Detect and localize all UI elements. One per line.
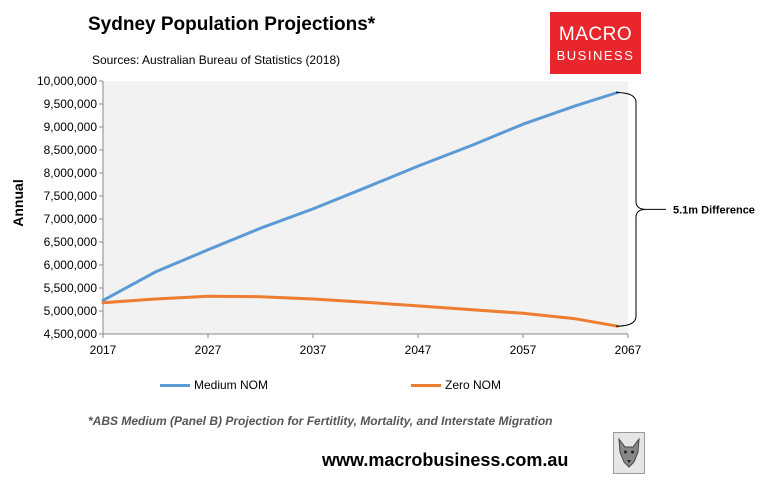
x-tick-label: 2047 <box>405 343 432 357</box>
macrobusiness-logo[interactable]: MACRO BUSINESS <box>550 12 641 74</box>
y-tick-label: 4,500,000 <box>44 327 98 341</box>
y-tick-label: 8,000,000 <box>44 166 98 180</box>
chart-source: Sources: Australian Bureau of Statistics… <box>92 53 341 67</box>
x-tick-label: 2057 <box>510 343 537 357</box>
logo-line-2: BUSINESS <box>556 48 635 63</box>
difference-annotation: 5.1m Difference <box>673 204 755 216</box>
legend-item-zero: Zero NOM <box>411 378 501 392</box>
y-tick-label: 9,000,000 <box>44 120 98 134</box>
x-tick-label: 2027 <box>195 343 222 357</box>
footnote: *ABS Medium (Panel B) Projection for Fer… <box>88 414 553 428</box>
y-tick-label: 6,000,000 <box>44 258 98 272</box>
website-url[interactable]: www.macrobusiness.com.au <box>322 450 569 470</box>
legend-label-zero: Zero NOM <box>445 378 502 392</box>
y-tick-label: 6,500,000 <box>44 235 98 249</box>
x-tick-label: 2017 <box>90 343 117 357</box>
legend-item-medium: Medium NOM <box>160 378 268 392</box>
series-line-medium-nom <box>101 91 619 302</box>
y-tick-label: 5,500,000 <box>44 281 98 295</box>
legend-swatch-zero <box>411 383 441 387</box>
chart-title: Sydney Population Projections* <box>88 14 376 35</box>
wolf-head-icon <box>618 437 640 468</box>
y-tick-label: 10,000,000 <box>37 74 97 88</box>
y-tick-label: 9,500,000 <box>44 97 98 111</box>
wolf-logo <box>613 432 645 474</box>
logo-line-1: MACRO <box>558 24 633 45</box>
legend-swatch-medium <box>160 383 190 387</box>
series-line-zero-nom <box>101 294 619 328</box>
legend-label-medium: Medium NOM <box>194 378 269 392</box>
y-tick-label: 5,000,000 <box>44 304 98 318</box>
y-tick-label: 8,500,000 <box>44 143 98 157</box>
plot-area <box>103 81 628 334</box>
x-tick-label: 2037 <box>300 343 327 357</box>
y-tick-label: 7,000,000 <box>44 212 98 226</box>
y-tick-label: 7,500,000 <box>44 189 98 203</box>
x-tick-label: 2067 <box>615 343 642 357</box>
